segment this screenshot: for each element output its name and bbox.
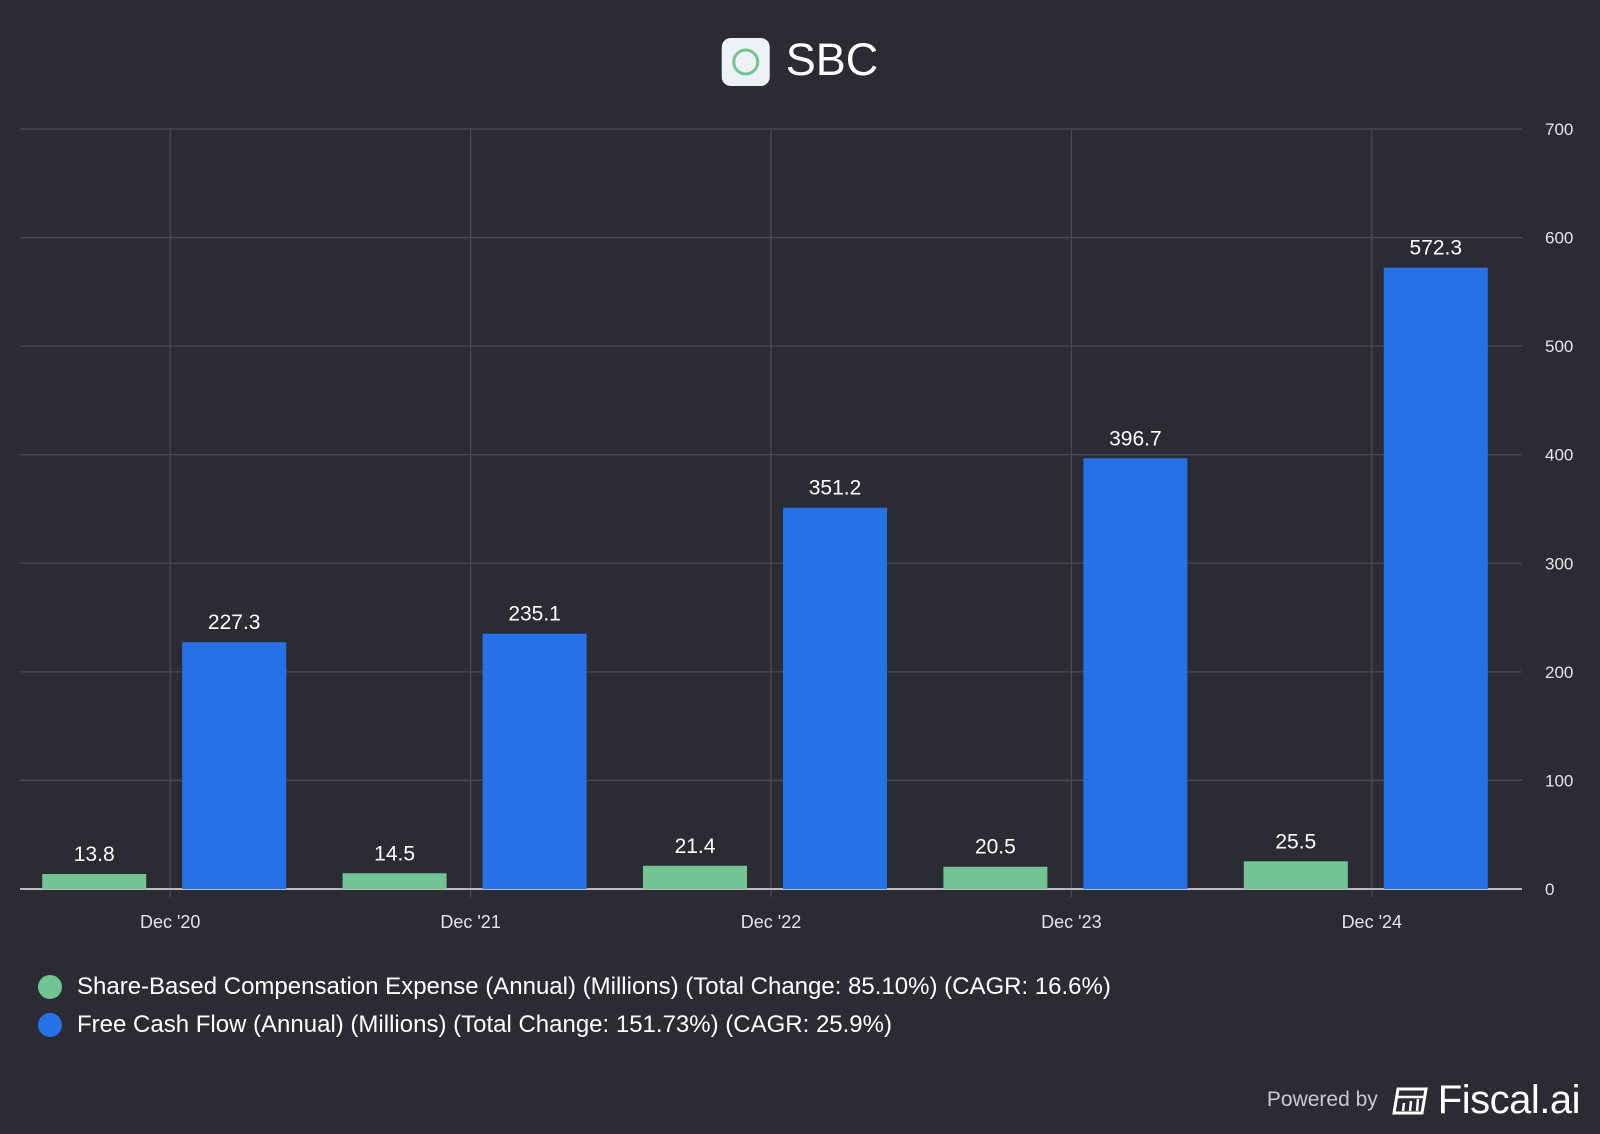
fiscal-logo-icon bbox=[1392, 1087, 1428, 1115]
bar-labels: 13.8 227.3 14.5 235.1 21.4 351.2 20.5 396.7 25.5… bbox=[74, 237, 1462, 866]
legend-item-fcf[interactable]: Free Cash Flow (Annual) (Millions) (Tota… bbox=[38, 1006, 1111, 1044]
y-tick-label: 300 bbox=[1545, 554, 1573, 573]
x-tick-label: Dec '24 bbox=[1342, 912, 1402, 932]
legend: Share-Based Compensation Expense (Annual… bbox=[38, 968, 1111, 1044]
legend-label: Share-Based Compensation Expense (Annual… bbox=[77, 973, 1111, 1000]
powered-by-text: Powered by bbox=[1266, 1088, 1378, 1111]
circle-logo-ring bbox=[732, 48, 760, 76]
bar-data-label: 25.5 bbox=[1275, 830, 1316, 853]
legend-label: Free Cash Flow (Annual) (Millions) (Tota… bbox=[77, 1011, 892, 1038]
bar-data-label: 20.5 bbox=[975, 836, 1016, 859]
x-tick-label: Dec '22 bbox=[741, 912, 801, 932]
bar-data-label: 21.4 bbox=[675, 835, 716, 858]
bar-data-label: 351.2 bbox=[809, 477, 862, 500]
x-axis: Dec '20 Dec '21 Dec '22 Dec '23 Dec '24 bbox=[140, 912, 1402, 932]
bar-data-label: 235.1 bbox=[508, 603, 561, 626]
bar[interactable] bbox=[783, 507, 887, 889]
x-tick-label: Dec '21 bbox=[440, 912, 500, 932]
bar[interactable] bbox=[643, 865, 747, 889]
footer[interactable]: Powered by Fiscal.ai bbox=[1266, 1076, 1581, 1124]
bar-data-label: 572.3 bbox=[1410, 237, 1463, 260]
y-tick-label: 700 bbox=[1545, 120, 1573, 139]
bars bbox=[42, 267, 1488, 889]
bar-data-label: 227.3 bbox=[208, 611, 261, 634]
bar[interactable] bbox=[1383, 267, 1488, 889]
y-axis: 0 100 200 300 400 500 600 700 bbox=[1545, 120, 1573, 899]
x-tick-label: Dec '20 bbox=[140, 912, 200, 932]
bar[interactable] bbox=[42, 874, 147, 889]
bar-data-label: 396.7 bbox=[1109, 427, 1162, 450]
bar-data-label: 14.5 bbox=[374, 842, 415, 865]
x-tick-label: Dec '23 bbox=[1041, 912, 1101, 932]
legend-item-sbc[interactable]: Share-Based Compensation Expense (Annual… bbox=[38, 968, 1111, 1006]
y-tick-label: 200 bbox=[1545, 663, 1573, 682]
y-tick-label: 400 bbox=[1545, 446, 1573, 465]
bar[interactable] bbox=[182, 642, 287, 889]
legend-dot-icon bbox=[38, 1013, 62, 1037]
circle-logo-icon bbox=[721, 38, 770, 86]
chart-title: SBC bbox=[786, 34, 879, 85]
legend-dot-icon bbox=[38, 975, 62, 999]
y-tick-label: 100 bbox=[1545, 771, 1573, 790]
bar[interactable] bbox=[342, 873, 447, 889]
brand-name: Fiscal.ai bbox=[1437, 1077, 1581, 1122]
y-tick-label: 500 bbox=[1545, 337, 1573, 356]
bar[interactable] bbox=[1243, 861, 1348, 889]
bar[interactable] bbox=[943, 866, 1048, 889]
bar-data-label: 13.8 bbox=[74, 843, 115, 866]
bar[interactable] bbox=[1083, 458, 1188, 889]
y-tick-label: 600 bbox=[1545, 229, 1573, 248]
y-tick-label: 0 bbox=[1545, 880, 1554, 899]
bar[interactable] bbox=[482, 633, 587, 889]
bar-chart: SBC 13.8 227.3 14.5 235.1 21.4 351.2 20.5 396.7… bbox=[20, 34, 1573, 932]
chart-title-group: SBC bbox=[721, 34, 879, 86]
